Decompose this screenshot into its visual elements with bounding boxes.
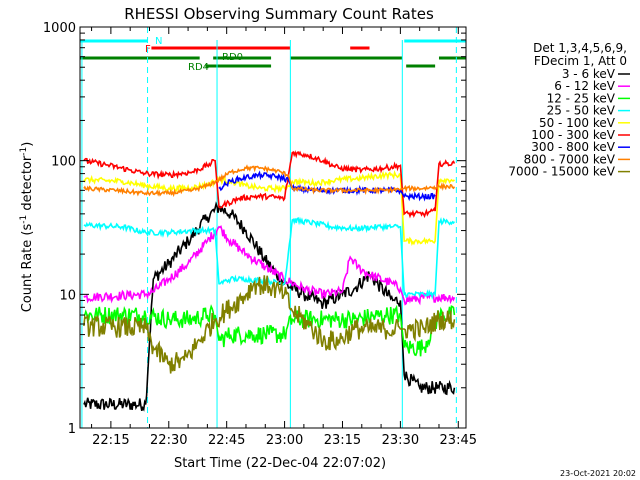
y-tick-label: 1 — [68, 422, 76, 437]
footer-date: 23-Oct-2021 20:02 — [560, 469, 636, 478]
legend-label: 100 - 300 keV — [531, 128, 615, 142]
flag-label-rd4: RD4 — [188, 62, 209, 73]
x-tick-label: 22:30 — [150, 433, 187, 448]
x-tick-label: 22:45 — [208, 433, 245, 448]
y-axis-label-main: Count Rate (s — [20, 224, 35, 313]
series-line-7 — [218, 170, 436, 202]
series-line-3 — [83, 304, 456, 357]
series-line-4 — [83, 216, 456, 301]
series-line-8 — [83, 164, 456, 198]
legend-label: 3 - 6 keV — [562, 67, 616, 81]
legend-label: 7000 - 15000 keV — [508, 165, 615, 179]
series-line-1 — [83, 201, 456, 412]
axes: 22:15 22:30 22:45 23:00 23:15 23:30 23:45 1 10 10… — [43, 21, 477, 448]
series-line-5 — [83, 170, 456, 246]
x-tick-label: 22:15 — [92, 433, 129, 448]
legend-label: 25 - 50 keV — [547, 104, 616, 118]
flag-label-n: N — [155, 36, 162, 47]
series-line-6 — [83, 150, 456, 219]
legend-header-line2: FDecim 1, Att 0 — [534, 54, 627, 68]
legend-label: 6 - 12 keV — [554, 79, 616, 93]
flag-bars: NFRD0RD4 — [80, 36, 466, 73]
y-tick-label: 1000 — [43, 21, 76, 36]
y-tick-label: 10 — [59, 288, 76, 303]
gap-lines — [81, 27, 457, 428]
y-axis-label: Count Rate (s-1 detector-1) — [19, 142, 35, 313]
y-axis-label-end: ) — [20, 142, 35, 147]
legend-header-line1: Det 1,3,4,5,6,9, — [533, 41, 627, 55]
legend-label: 300 - 800 keV — [531, 140, 615, 154]
legend-label: 50 - 100 keV — [539, 116, 616, 130]
y-axis-label-mid: detector — [20, 155, 35, 215]
series-line-2 — [83, 225, 456, 306]
plot-frame — [79, 26, 467, 429]
x-tick-label: 23:15 — [324, 433, 361, 448]
x-axis-label: Start Time (22-Dec-04 22:07:02) — [174, 456, 386, 471]
y-axis-label-exp1: -1 — [19, 215, 29, 224]
legend-label: 800 - 7000 keV — [524, 152, 616, 166]
y-tick-label: 100 — [51, 155, 76, 170]
x-tick-label: 23:30 — [382, 433, 419, 448]
series-line-9 — [83, 275, 456, 374]
flag-label-rd0: RD0 — [222, 52, 243, 63]
chart-title: RHESSI Observing Summary Count Rates — [124, 5, 434, 23]
y-axis-label-exp2: -1 — [19, 147, 29, 156]
legend-label: 12 - 25 keV — [547, 91, 616, 105]
x-tick-label: 23:00 — [266, 433, 303, 448]
x-tick-label: 23:45 — [440, 433, 477, 448]
series-lines — [83, 150, 456, 412]
